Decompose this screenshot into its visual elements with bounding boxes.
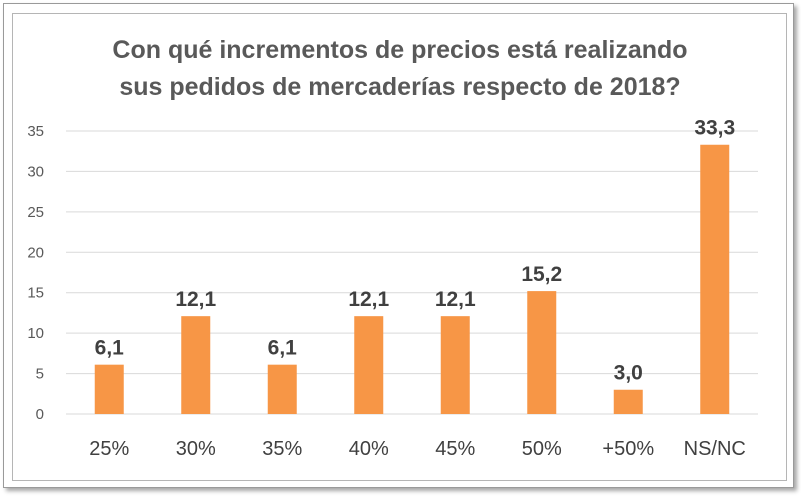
- y-tick-label: 10: [27, 325, 44, 342]
- bar-50: [527, 291, 557, 414]
- data-label: 33,3: [694, 117, 735, 140]
- x-tick-label: 25%: [89, 438, 129, 460]
- chart-title-line-1: Con qué incrementos de precios está real…: [112, 36, 687, 64]
- y-tick-label: 25: [27, 204, 44, 221]
- y-tick-label: 0: [36, 406, 44, 423]
- x-tick-label: 40%: [349, 438, 389, 460]
- bar-50: [613, 389, 643, 414]
- bar-30: [181, 316, 211, 414]
- data-label: 6,1: [268, 337, 298, 360]
- x-axis-ticks: 25% 30% 35% 40% 45% 50% +50% NS/NC: [89, 438, 746, 460]
- data-labels: 6,1 12,1 6,1 12,1 12,1 15,2 3,0 33,3: [95, 117, 736, 385]
- y-tick-label: 20: [27, 244, 44, 261]
- bars: [94, 144, 730, 414]
- bar-45: [440, 316, 470, 414]
- x-tick-label: +50%: [602, 438, 654, 460]
- y-tick-label: 35: [27, 123, 44, 140]
- data-label: 12,1: [175, 288, 216, 311]
- data-label: 6,1: [95, 337, 125, 360]
- y-tick-label: 15: [27, 285, 44, 302]
- y-axis-ticks: 0 5 10 15 20 25 30 35: [27, 123, 44, 423]
- bar-40: [354, 316, 384, 414]
- gridlines: [66, 130, 758, 415]
- x-tick-label: 45%: [435, 438, 475, 460]
- chart-title-line-2: sus pedidos de mercaderías respecto de 2…: [119, 73, 680, 101]
- chart-frame-inner: [12, 13, 787, 481]
- x-tick-label: 30%: [176, 438, 216, 460]
- data-label: 3,0: [614, 362, 643, 385]
- bar-35: [267, 364, 297, 414]
- bar-25: [94, 364, 124, 414]
- data-label: 15,2: [521, 263, 562, 286]
- bar-nsnc: [700, 144, 730, 414]
- y-tick-label: 30: [27, 163, 44, 180]
- y-tick-label: 5: [36, 366, 44, 383]
- x-tick-label: 35%: [262, 438, 302, 460]
- chart-frame-outer: [3, 3, 794, 488]
- data-label: 12,1: [435, 288, 476, 311]
- x-tick-label: 50%: [522, 438, 562, 460]
- x-tick-label: NS/NC: [684, 438, 746, 460]
- data-label: 12,1: [348, 288, 389, 311]
